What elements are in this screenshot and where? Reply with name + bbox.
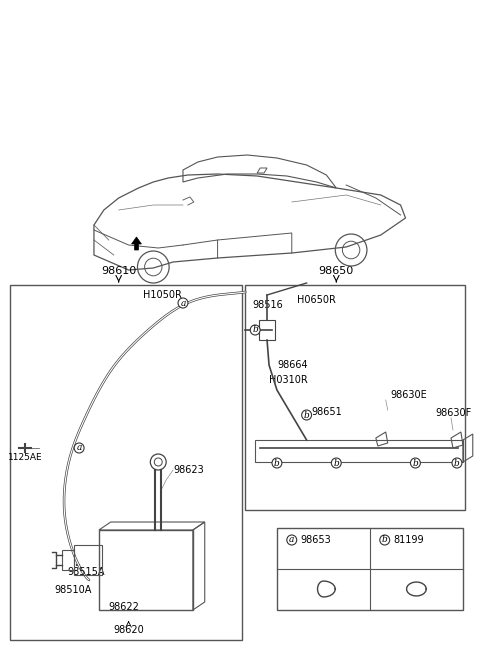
Text: a: a <box>180 298 186 308</box>
Circle shape <box>178 298 188 308</box>
Text: b: b <box>454 459 460 468</box>
Circle shape <box>301 410 312 420</box>
Text: b: b <box>304 411 310 419</box>
Text: b: b <box>382 535 388 544</box>
Text: 98622: 98622 <box>109 602 140 612</box>
Bar <box>277 528 463 610</box>
Text: 98515A: 98515A <box>67 567 105 577</box>
Text: 98620: 98620 <box>113 625 144 635</box>
Text: H1050R: H1050R <box>144 290 182 300</box>
Bar <box>10 285 242 640</box>
Circle shape <box>452 458 462 468</box>
Text: 98510A: 98510A <box>54 585 92 595</box>
Text: 98653: 98653 <box>300 535 331 545</box>
Circle shape <box>74 443 84 453</box>
Text: a: a <box>76 443 82 453</box>
Text: 1125AE: 1125AE <box>8 453 43 462</box>
Text: b: b <box>252 325 258 335</box>
Text: 81199: 81199 <box>394 535 424 545</box>
Circle shape <box>410 458 420 468</box>
Text: H0650R: H0650R <box>297 295 336 305</box>
Circle shape <box>250 325 260 335</box>
Circle shape <box>380 535 390 545</box>
Circle shape <box>331 458 341 468</box>
Circle shape <box>287 535 297 545</box>
Text: 98650: 98650 <box>319 266 354 276</box>
Text: 98630F: 98630F <box>435 408 471 418</box>
Text: b: b <box>334 459 339 468</box>
Text: a: a <box>289 535 294 544</box>
Text: 98623: 98623 <box>173 465 204 475</box>
Circle shape <box>272 458 282 468</box>
Bar <box>99 530 193 610</box>
Text: b: b <box>412 459 418 468</box>
Text: 98630E: 98630E <box>391 390 427 400</box>
Text: 98651: 98651 <box>312 407 342 417</box>
Text: b: b <box>274 459 280 468</box>
Polygon shape <box>132 237 142 250</box>
Text: 98516: 98516 <box>252 300 283 310</box>
Text: 98610: 98610 <box>101 266 136 276</box>
Text: 98664: 98664 <box>277 360 308 370</box>
Bar <box>245 285 465 510</box>
Text: H0310R: H0310R <box>269 375 308 385</box>
